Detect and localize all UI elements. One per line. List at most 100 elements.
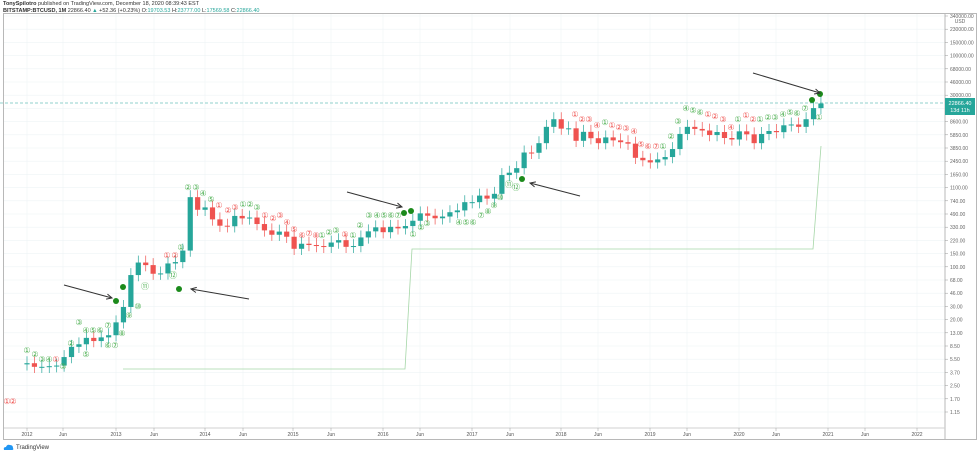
time-tick: Jun: [327, 432, 335, 438]
candle: [462, 202, 468, 211]
candle: [677, 133, 683, 150]
candle: [195, 197, 201, 210]
candle: [810, 108, 817, 120]
annotation-arrows: [63, 72, 822, 300]
td-count-label: ⑥: [298, 231, 305, 240]
candle: [54, 365, 60, 367]
change-value: +52.36 (+0.23%): [99, 8, 141, 14]
td-count-label: ⑤: [207, 195, 214, 204]
price-tick: 100000.00: [950, 54, 974, 60]
time-tick: 2013: [110, 432, 121, 438]
td-signal-dot: [519, 176, 525, 182]
low-value: 17569.58: [206, 8, 230, 14]
td-count-label: ③: [253, 203, 260, 212]
price-tick: 330.00: [950, 225, 966, 231]
td-count-label: ⑨: [490, 201, 497, 210]
td-count-label: ①: [261, 211, 268, 220]
td-count-label: ②: [325, 228, 332, 237]
td-count-label: ④: [283, 218, 290, 227]
candle: [714, 132, 720, 136]
candle: [751, 134, 757, 144]
td-count-label: ⑦: [305, 229, 312, 238]
td-count-label: ⑥: [387, 211, 394, 220]
td-count-label: ⑤: [82, 350, 89, 359]
time-tick: Jun: [59, 432, 67, 438]
td-count-label: ①: [742, 111, 749, 120]
td-count-label: ②: [356, 221, 363, 230]
author-name[interactable]: TonySpilotro: [3, 1, 37, 7]
td-count-label: ①: [815, 113, 822, 122]
td-count-label: ④: [82, 326, 89, 335]
price-tick: 46.00: [950, 291, 963, 297]
time-axis[interactable]: 2012 Jun 2013 Jun 2014 Jun 2015 Jun 2016 Jun 2017 J…: [21, 428, 923, 438]
open-label: O:: [141, 8, 148, 14]
td-count-label: ④: [45, 355, 52, 364]
high-value: 23777.00: [177, 8, 201, 14]
candle: [618, 140, 624, 143]
td-count-label: ②: [764, 113, 771, 122]
candle: [447, 212, 453, 217]
td-signal-dot: [401, 210, 407, 216]
price-tick: 5850.00: [950, 133, 968, 139]
candle: [254, 217, 260, 225]
candle: [640, 157, 646, 161]
td-count-label: ③: [674, 117, 681, 126]
td-count-label: ⑦: [104, 321, 111, 330]
time-tick: Jun: [772, 432, 780, 438]
time-tick: Jun: [683, 432, 691, 438]
td-count-label: ⑦: [652, 142, 659, 151]
candle: [796, 124, 802, 127]
td-count-label: ⑤: [689, 106, 696, 115]
candle: [417, 213, 423, 221]
td-count-label: ①: [341, 230, 348, 239]
td-count-label: ⑤: [462, 218, 469, 227]
price-tick: 46000.00: [950, 80, 971, 86]
td-count-label: ①: [409, 230, 416, 239]
td-count-label: ⑥: [96, 326, 103, 335]
td-count-label: ⑨: [125, 311, 132, 320]
candle: [781, 125, 787, 133]
time-tick: Jun: [594, 432, 602, 438]
up-arrow-icon: ▲: [92, 8, 98, 14]
candle: [180, 250, 186, 263]
candle: [603, 137, 609, 144]
td-count-label: ②: [749, 115, 756, 124]
candle: [573, 128, 579, 141]
candle: [803, 119, 809, 127]
td-signal-dot: [113, 298, 119, 304]
tradingview-logo[interactable]: TradingView: [3, 444, 49, 451]
candle: [425, 213, 431, 216]
td-count-label: ④: [373, 211, 380, 220]
candle: [647, 160, 653, 163]
close-label: C:: [231, 8, 237, 14]
candle: [209, 207, 216, 220]
candle: [98, 337, 104, 342]
price-tick: 2.50: [950, 384, 960, 390]
chart-frame[interactable]: [3, 13, 977, 440]
td-count-label: ②: [224, 206, 231, 215]
candle: [395, 226, 401, 229]
price-tick: 30.00: [950, 304, 963, 310]
ohlc-line: BITSTAMP:BTCUSD, 1M 22866.40 ▲ +52.36 (+…: [3, 8, 259, 15]
candle: [684, 126, 690, 134]
td-count-label: ①: [3, 397, 10, 406]
symbol-label[interactable]: BITSTAMP:BTCUSD, 1M: [3, 8, 67, 14]
td-count-label: ①: [659, 142, 666, 151]
candle: [580, 131, 587, 141]
td-count-label: ④: [199, 189, 206, 198]
td-count-label: ①: [163, 251, 170, 260]
close-value: 22866.40: [236, 8, 260, 14]
candle: [172, 262, 178, 264]
price-tick: 68.00: [950, 278, 963, 284]
candle: [788, 124, 794, 126]
candle: [247, 217, 253, 219]
price-tick: 150000.00: [950, 40, 974, 46]
candle: [165, 263, 171, 274]
candle: [373, 227, 379, 232]
candle: [721, 132, 728, 139]
arrow-icon: [396, 202, 404, 209]
candle: [491, 193, 498, 199]
td-count-label: ⑥: [644, 142, 651, 151]
